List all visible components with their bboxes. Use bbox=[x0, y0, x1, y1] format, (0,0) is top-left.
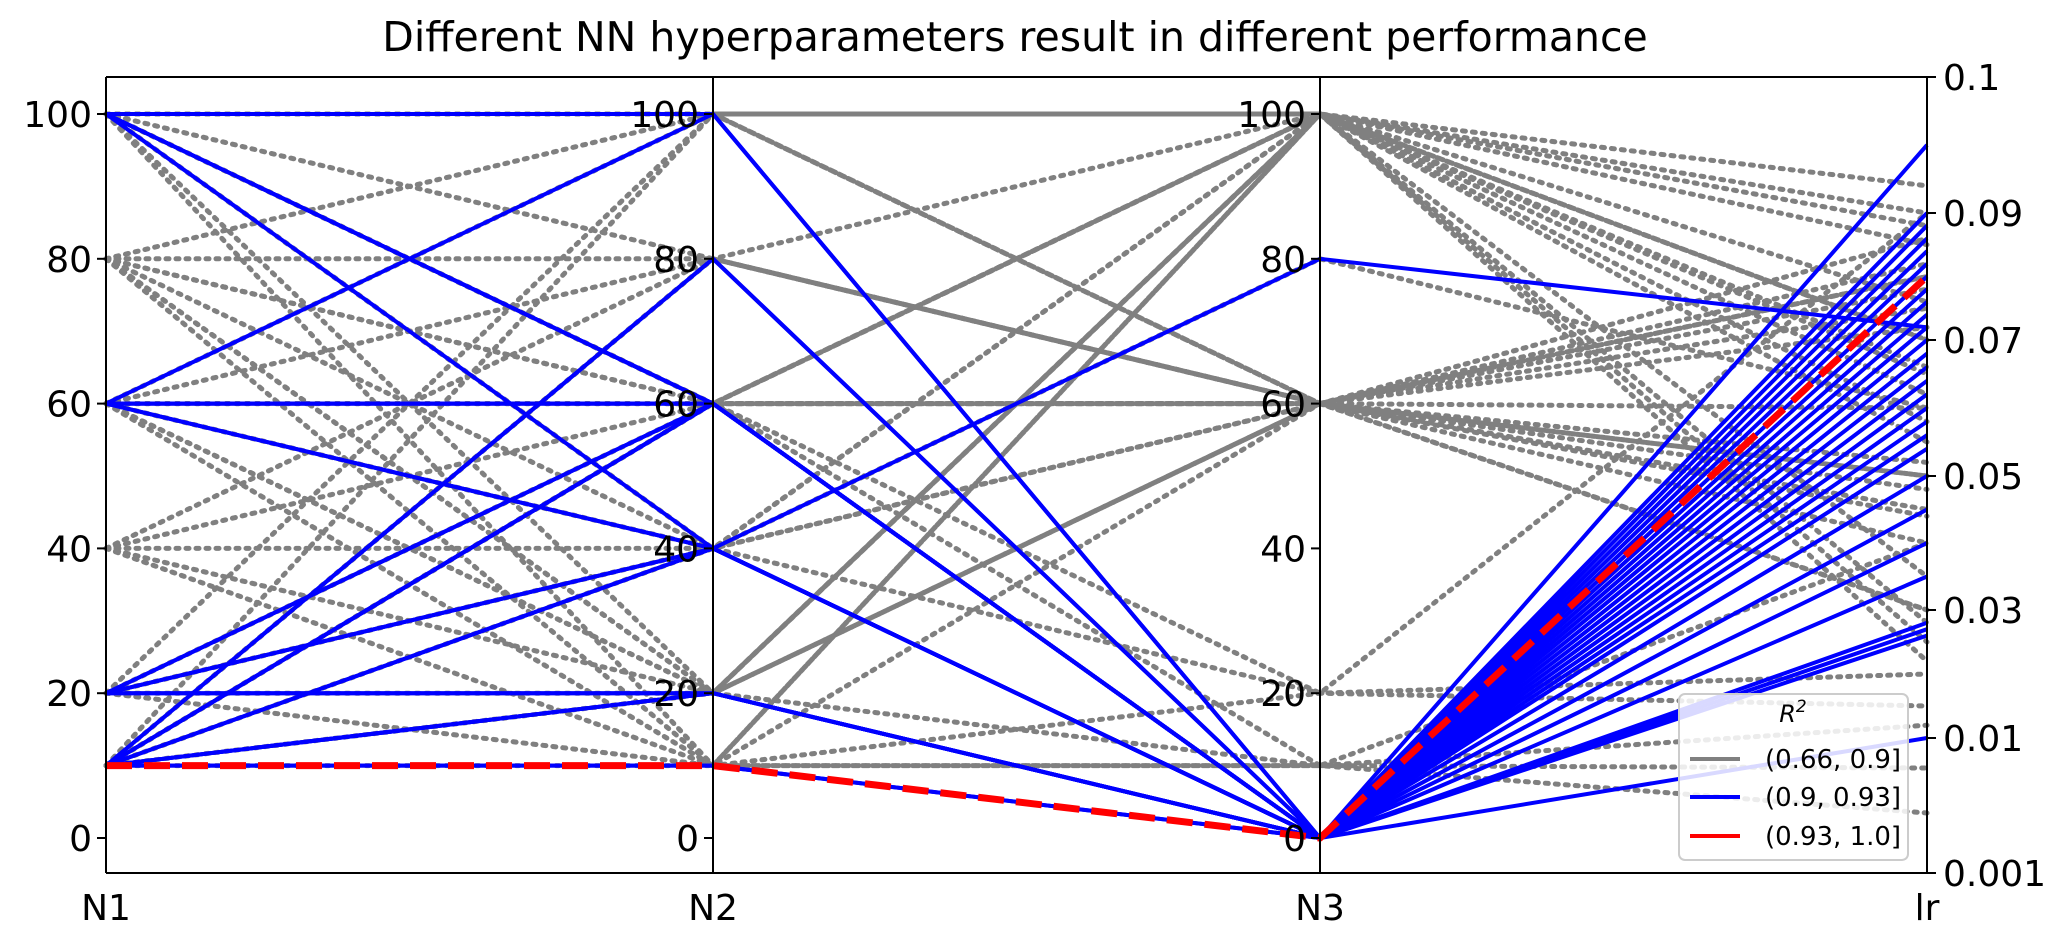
tick-label: 100 bbox=[1237, 95, 1306, 136]
tick-label: 20 bbox=[1260, 674, 1306, 715]
axis-label-n3: N3 bbox=[1295, 888, 1345, 929]
tick-label: 60 bbox=[1260, 385, 1306, 426]
legend-title: R2 bbox=[1779, 697, 1807, 728]
series-0-line-0 bbox=[103, 111, 1930, 216]
tick-label: 80 bbox=[46, 240, 92, 281]
tick-label: 80 bbox=[1260, 240, 1306, 281]
legend-label-0: (0.66, 0.9] bbox=[1765, 745, 1901, 775]
tick-label: 0.07 bbox=[1943, 321, 2023, 362]
series-0-line-36 bbox=[103, 111, 1930, 769]
tick-label: 0 bbox=[1283, 819, 1306, 860]
data-lines bbox=[103, 111, 1930, 842]
tick-label: 0.05 bbox=[1943, 457, 2023, 498]
tick-label: 0.01 bbox=[1943, 719, 2023, 760]
series-0-line-29 bbox=[103, 235, 1930, 696]
tick-label: 40 bbox=[1260, 529, 1306, 570]
axes: N1 0 20 40 60 80 100 N2 0 20 40 60 80 100 N3 0 20 40 60 80 1… bbox=[23, 58, 2046, 929]
tick-label: 60 bbox=[46, 385, 92, 426]
tick-label: 0.001 bbox=[1943, 854, 2046, 895]
series-0-line-38 bbox=[103, 763, 1930, 816]
series-0-line-24 bbox=[103, 111, 1930, 551]
legend-label-1: (0.9, 0.93] bbox=[1765, 783, 1901, 813]
tick-label: 100 bbox=[23, 95, 92, 136]
tick-label: 20 bbox=[653, 674, 699, 715]
axis-label-n2: N2 bbox=[688, 888, 738, 929]
series-1-line-26 bbox=[104, 401, 1928, 840]
tick-label: 100 bbox=[630, 95, 699, 136]
series-1-line-27 bbox=[105, 546, 1928, 840]
series-1-line-9 bbox=[105, 313, 1929, 840]
tick-label: 60 bbox=[653, 385, 699, 426]
tick-label: 40 bbox=[653, 529, 699, 570]
series-0-line-16 bbox=[103, 111, 1930, 407]
tick-label: 0.1 bbox=[1943, 58, 2000, 99]
legend: R2 (0.66, 0.9] (0.9, 0.93] (0.93, 1.0] bbox=[1678, 693, 1909, 861]
tick-label: 40 bbox=[46, 529, 92, 570]
series-1-line-25 bbox=[104, 256, 1928, 840]
chart-title: Different NN hyperparameters result in d… bbox=[382, 13, 1647, 61]
tick-label: 0 bbox=[676, 819, 699, 860]
tick-label: 20 bbox=[46, 674, 92, 715]
legend-box bbox=[1678, 693, 1909, 861]
series-1-line-28 bbox=[105, 691, 1928, 840]
series-0-line-33 bbox=[103, 690, 1930, 771]
series-2-line-0 bbox=[106, 273, 1930, 842]
tick-label: 0.03 bbox=[1943, 591, 2023, 632]
tick-label: 0 bbox=[69, 819, 92, 860]
tick-label: 0.09 bbox=[1943, 194, 2023, 235]
axis-label-n1: N1 bbox=[81, 888, 131, 929]
series-0-line-32 bbox=[103, 111, 1930, 769]
legend-label-2: (0.93, 1.0] bbox=[1765, 822, 1901, 852]
tick-label: 80 bbox=[653, 240, 699, 281]
axis-label-lr: lr bbox=[1915, 888, 1940, 929]
